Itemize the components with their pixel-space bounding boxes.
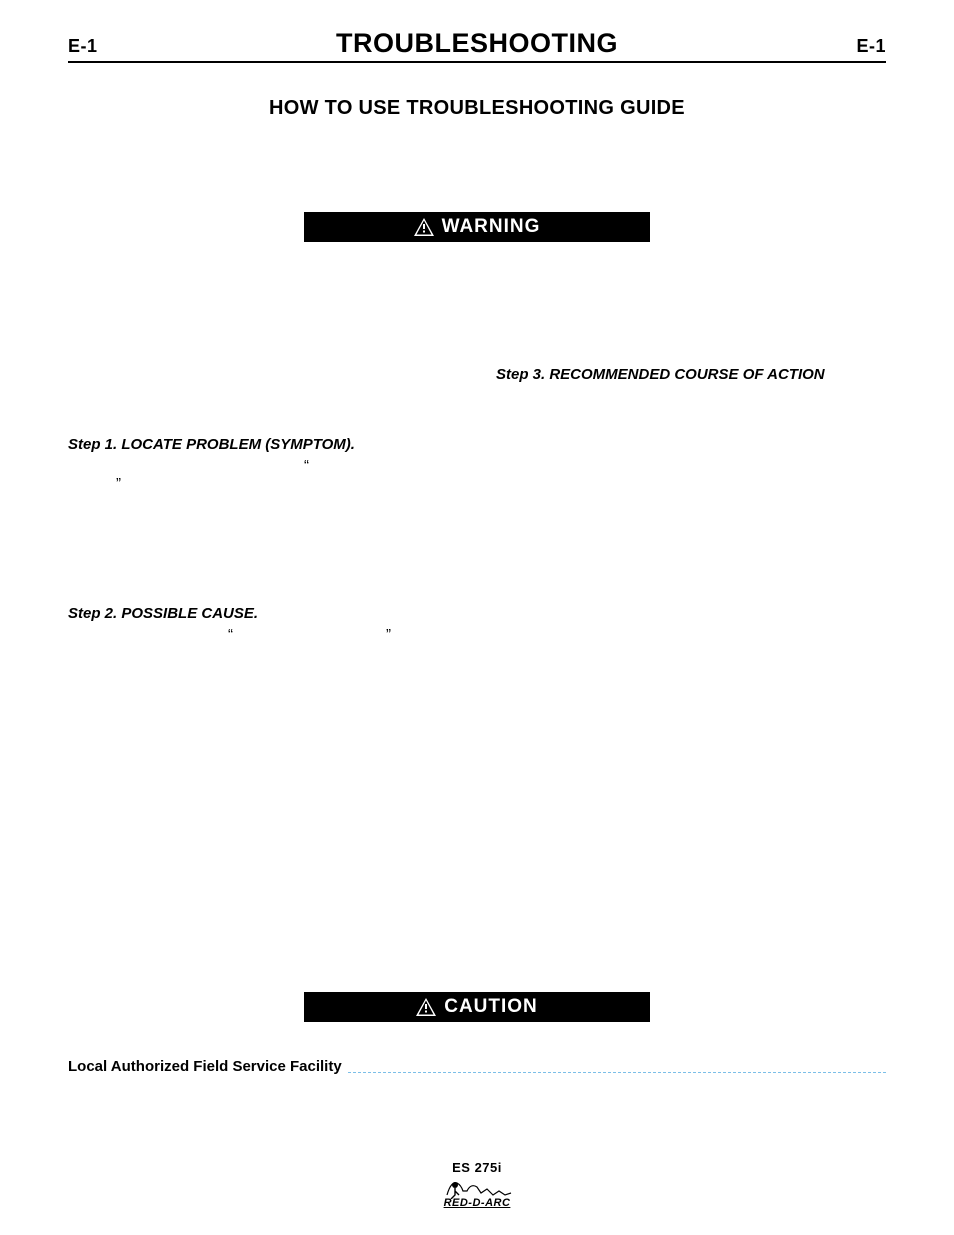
step-1-quote-close: ” <box>68 475 458 493</box>
facility-label: Local Authorized Field Service Facility <box>68 1058 348 1075</box>
subheader: HOW TO USE TROUBLESHOOTING GUIDE <box>68 97 886 120</box>
welder-icon <box>441 1177 513 1199</box>
footer-brand: RED-D-ARC <box>441 1197 513 1209</box>
step-2-heading: Step 2. POSSIBLE CAUSE. <box>68 605 458 622</box>
page-footer: ES 275i RED-D-ARC <box>0 1160 954 1211</box>
warning-banner: WARNING <box>304 212 650 242</box>
step-1-heading: Step 1. LOCATE PROBLEM (SYMPTOM). <box>68 436 458 453</box>
content-columns: Step 1. LOCATE PROBLEM (SYMPTOM). “ ” St… <box>68 366 886 644</box>
caution-triangle-icon <box>416 998 436 1016</box>
warning-triangle-icon <box>414 218 434 236</box>
footer-logo: RED-D-ARC <box>441 1177 513 1209</box>
step-3-heading: Step 3. RECOMMENDED COURSE OF ACTION <box>496 366 886 383</box>
header-code-left: E-1 <box>68 36 98 57</box>
left-column: Step 1. LOCATE PROBLEM (SYMPTOM). “ ” St… <box>68 366 458 644</box>
header-title: TROUBLESHOOTING <box>98 28 857 59</box>
facility-row: Local Authorized Field Service Facility <box>68 1058 886 1073</box>
caution-banner: CAUTION <box>304 992 650 1022</box>
step-1-quote-open: “ <box>68 457 458 475</box>
right-column: Step 3. RECOMMENDED COURSE OF ACTION <box>496 366 886 644</box>
step-2-quotes: “ ” <box>68 626 458 644</box>
footer-model: ES 275i <box>0 1160 954 1175</box>
caution-label: CAUTION <box>444 996 538 1018</box>
header-code-right: E-1 <box>856 36 886 57</box>
manual-page: E-1 TROUBLESHOOTING E-1 HOW TO USE TROUB… <box>0 0 954 1235</box>
page-header: E-1 TROUBLESHOOTING E-1 <box>68 28 886 63</box>
warning-label: WARNING <box>442 216 541 238</box>
